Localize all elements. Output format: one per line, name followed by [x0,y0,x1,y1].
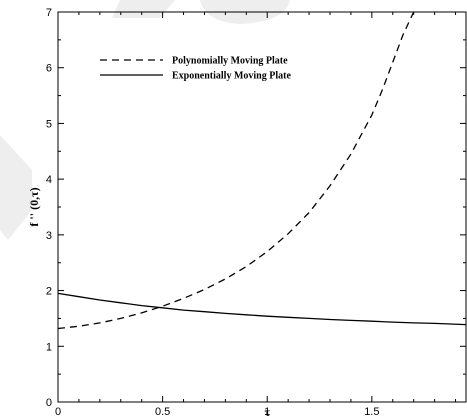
legend: Polynomially Moving Plate Exponentially M… [100,56,291,82]
y-axis-ticks: 0 1 2 3 4 5 6 7 [46,7,466,409]
x-tick-label: 0.5 [155,406,170,417]
watermark-shape [0,135,32,240]
y-tick-label: 1 [46,341,52,353]
series-group [58,12,466,330]
watermark [0,0,290,240]
legend-label-1: Polynomially Moving Plate [172,56,288,67]
y-axis-label: f '' (0,τ) [27,187,41,226]
x-tick-label: 1.5 [364,406,379,417]
legend-label-2: Exponentially Moving Plate [172,71,291,82]
y-tick-label: 6 [46,63,52,75]
x-tick-label: 1 [264,406,270,417]
watermark-shape [112,0,175,18]
y-tick-label: 2 [46,286,52,298]
y-tick-label: 0 [46,397,52,409]
y-tick-label: 4 [46,174,52,186]
y-tick-label: 5 [46,118,52,130]
y-tick-label: 7 [46,7,52,19]
series-line-2 [58,292,466,326]
x-axis-label: τ [264,405,270,417]
x-axis-ticks: 0 0.5 1 1.5 [55,12,457,417]
x-tick-label: 0 [55,406,61,417]
y-tick-label: 3 [46,230,52,242]
series-line-1 [58,12,415,330]
